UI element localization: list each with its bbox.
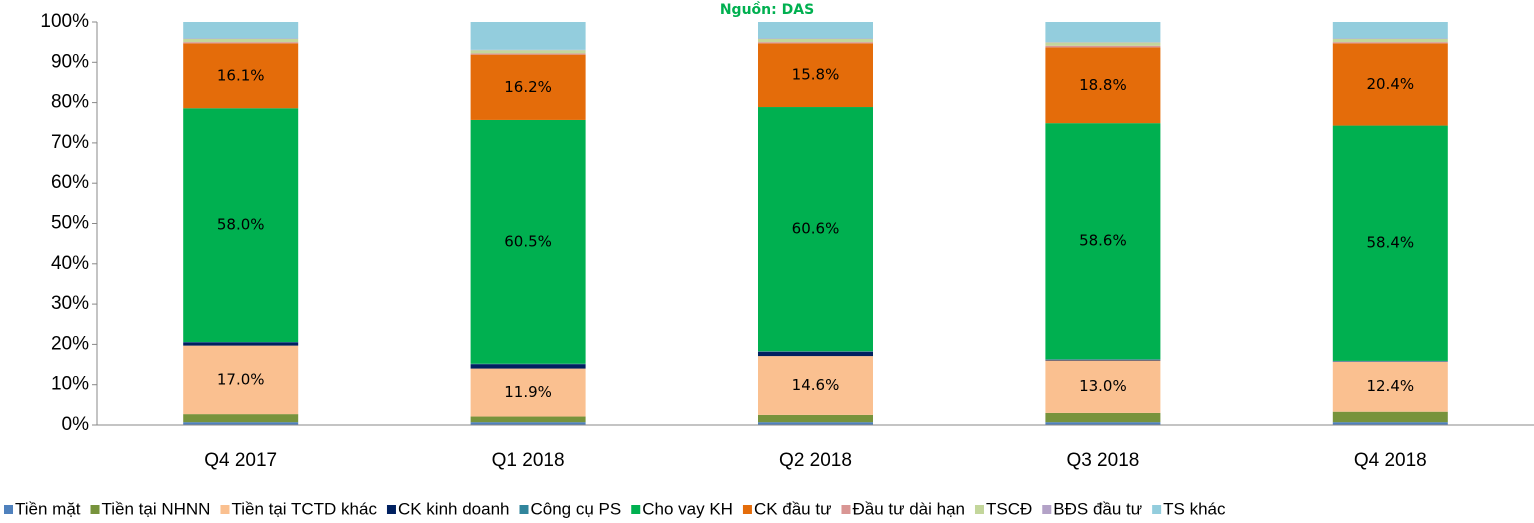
value-label: 60.6%	[792, 220, 840, 238]
bar-segment	[1045, 422, 1161, 425]
bar-segment	[470, 54, 586, 120]
bar-segment	[470, 119, 586, 364]
bar-segment	[183, 42, 299, 44]
bar-segment	[183, 342, 299, 346]
value-label: 14.6%	[792, 376, 840, 394]
value-label: 13.0%	[1079, 377, 1127, 395]
bar-segment	[1045, 47, 1161, 124]
bar-segment	[1045, 360, 1161, 413]
bar-segment	[1045, 42, 1161, 46]
value-label: 20.4%	[1366, 75, 1414, 93]
x-tick-label: Q1 2018	[492, 450, 565, 471]
y-tick-label: 100%	[40, 11, 89, 32]
y-tick-label: 60%	[51, 172, 89, 193]
bar-segment	[758, 414, 873, 423]
bar-segment	[1332, 38, 1448, 43]
bar-segment	[183, 38, 299, 43]
bar-segment	[183, 43, 299, 109]
value-label: 60.5%	[504, 232, 552, 250]
bar-segment	[470, 416, 586, 423]
legend-swatch	[1042, 505, 1052, 514]
legend-swatch	[4, 505, 13, 514]
value-label: 17.0%	[217, 370, 265, 388]
legend-label: BĐS đầu tư	[1053, 499, 1142, 518]
bar-segment	[183, 108, 299, 342]
legend-label: CK đầu tư	[754, 499, 832, 518]
legend-swatch	[1152, 505, 1162, 514]
x-tick-label: Q4 2018	[1354, 450, 1427, 471]
bar-segment	[1332, 411, 1448, 423]
bar-segment	[758, 422, 873, 425]
y-tick-label: 10%	[51, 374, 89, 395]
bar-segment	[1045, 359, 1161, 361]
bar-segment	[470, 22, 586, 50]
legend-label: Tiền mặt	[15, 499, 81, 518]
legend-swatch	[631, 505, 641, 514]
bar-segment	[1045, 22, 1161, 43]
y-tick-label: 30%	[51, 293, 89, 314]
legend-label: Tiền tại NHNN	[102, 499, 211, 518]
legend-swatch	[386, 505, 396, 514]
bar-segment	[183, 22, 299, 39]
bar-segment	[758, 43, 873, 108]
bar-segment	[1045, 412, 1161, 423]
bar-segment	[758, 107, 873, 352]
x-tick-label: Q4 2017	[204, 450, 277, 471]
y-tick-label: 50%	[51, 213, 89, 234]
y-tick-label: 40%	[51, 253, 89, 274]
bar-segment	[1332, 361, 1448, 412]
bar-segment	[470, 422, 586, 425]
bar-segment	[1332, 125, 1448, 361]
legend-label: TSCĐ	[986, 499, 1032, 518]
bar-segment	[1332, 43, 1448, 126]
legend-swatch	[742, 505, 752, 514]
legend-label: TS khác	[1163, 499, 1226, 518]
bar-segment	[470, 368, 586, 417]
x-tick-label: Q2 2018	[779, 450, 852, 471]
legend-swatch	[841, 505, 851, 514]
legend-label: Tiền tại TCTD khác	[231, 499, 377, 518]
legend-label: CK kinh doanh	[398, 499, 510, 518]
bar-segment	[758, 38, 873, 43]
bar-segment	[1332, 22, 1448, 39]
value-label: 18.8%	[1079, 76, 1127, 94]
bar-segment	[758, 356, 873, 415]
bar-segment	[1045, 45, 1161, 48]
value-label: 12.4%	[1366, 377, 1414, 395]
y-tick-label: 90%	[51, 51, 89, 72]
legend-label: Công cụ PS	[531, 499, 622, 518]
y-tick-label: 0%	[62, 414, 90, 435]
y-tick-label: 70%	[51, 132, 89, 153]
bar-segment	[183, 422, 299, 425]
bar-segment	[1045, 123, 1161, 360]
bar-segment	[470, 364, 586, 369]
source-note: Nguồn: DAS	[720, 1, 814, 18]
bar-segment	[183, 414, 299, 423]
legend-label: Đầu tư dài hạn	[852, 499, 965, 518]
value-label: 15.8%	[792, 66, 840, 84]
bar-segment	[183, 345, 299, 415]
legend-swatch	[519, 505, 529, 514]
bar-segment	[758, 42, 873, 44]
value-label: 58.6%	[1079, 232, 1127, 250]
legend-swatch	[90, 505, 100, 514]
value-label: 16.2%	[504, 78, 552, 96]
bar-segment	[1332, 42, 1448, 44]
bar-segment	[758, 22, 873, 39]
legend-swatch	[220, 505, 230, 514]
bar-segment	[758, 351, 873, 357]
y-tick-label: 20%	[51, 333, 89, 354]
bar-segment	[1332, 422, 1448, 425]
legend-label: Cho vay KH	[642, 499, 733, 518]
value-label: 16.1%	[217, 66, 265, 84]
x-tick-label: Q3 2018	[1066, 450, 1139, 471]
legend-swatch	[974, 505, 984, 514]
y-tick-label: 80%	[51, 92, 89, 113]
value-label: 58.4%	[1366, 234, 1414, 252]
bar-segment	[470, 50, 586, 54]
value-label: 11.9%	[504, 383, 552, 401]
value-label: 58.0%	[217, 216, 265, 234]
bar-segment	[470, 53, 586, 55]
